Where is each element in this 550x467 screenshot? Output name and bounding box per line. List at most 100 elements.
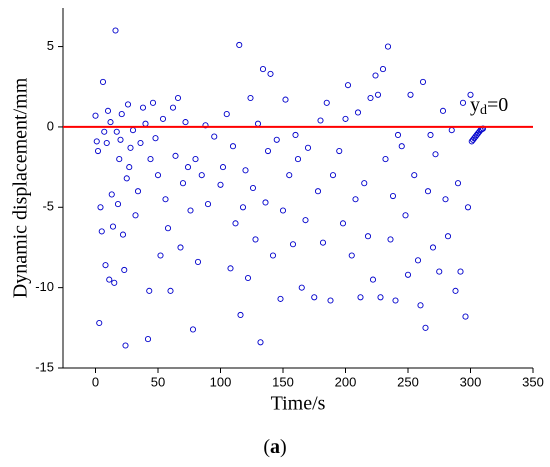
point <box>398 143 405 150</box>
point <box>237 311 244 319</box>
annotation-base: y <box>470 94 480 116</box>
point <box>169 104 177 111</box>
point <box>361 180 368 187</box>
point <box>289 241 297 248</box>
point <box>112 27 119 34</box>
point <box>132 212 139 219</box>
annotation: yd=0 <box>470 94 508 119</box>
point <box>339 220 347 227</box>
point <box>369 276 377 283</box>
point <box>277 295 284 302</box>
point <box>254 120 262 127</box>
point <box>286 172 293 179</box>
point <box>92 112 99 119</box>
point <box>379 66 387 73</box>
point <box>417 302 424 309</box>
point <box>304 144 312 151</box>
point <box>424 188 432 195</box>
point <box>127 144 134 151</box>
point <box>94 147 102 155</box>
point <box>269 252 277 259</box>
point <box>152 135 159 142</box>
point <box>149 99 157 106</box>
point <box>444 233 452 240</box>
point <box>404 271 412 278</box>
point <box>162 196 169 203</box>
y-tick-label: 5 <box>47 38 54 53</box>
point <box>352 196 359 203</box>
point <box>217 181 224 188</box>
point <box>436 268 443 275</box>
point <box>336 147 343 155</box>
x-tick-label: 250 <box>397 374 419 389</box>
point <box>327 297 334 304</box>
point <box>279 207 287 214</box>
point <box>106 276 113 283</box>
point <box>367 94 374 102</box>
point <box>389 192 397 200</box>
point <box>107 119 114 126</box>
point <box>111 279 118 286</box>
point <box>259 66 267 73</box>
point <box>442 196 449 203</box>
point <box>464 204 472 211</box>
point <box>432 151 439 158</box>
point <box>317 117 324 124</box>
point <box>342 115 349 122</box>
point <box>262 199 269 206</box>
point <box>97 204 104 211</box>
point <box>144 336 152 343</box>
point <box>167 287 174 294</box>
point <box>467 91 474 98</box>
x-tick-label: 350 <box>522 374 544 389</box>
annotation-suffix: =0 <box>487 94 508 116</box>
point <box>294 156 302 163</box>
x-tick-label: 300 <box>460 374 482 389</box>
point <box>108 191 115 198</box>
point <box>129 127 137 134</box>
point <box>292 131 299 139</box>
point <box>357 294 364 301</box>
point <box>157 252 164 259</box>
point <box>194 258 202 265</box>
point <box>344 82 352 89</box>
point <box>247 94 254 102</box>
point <box>189 326 197 333</box>
point <box>174 94 182 102</box>
point <box>252 236 259 243</box>
point <box>124 101 132 108</box>
point <box>242 167 249 174</box>
y-tick-label: -5 <box>42 199 54 214</box>
point <box>323 99 330 106</box>
point <box>142 120 149 127</box>
x-tick-label: 200 <box>335 374 357 389</box>
point <box>102 262 109 269</box>
point <box>462 313 469 320</box>
point <box>236 41 243 49</box>
point <box>187 207 194 214</box>
point <box>116 156 123 163</box>
point <box>113 128 120 135</box>
point <box>227 265 234 272</box>
x-tick-label: 50 <box>151 374 165 389</box>
point <box>109 223 117 230</box>
point <box>137 139 144 147</box>
point <box>364 233 372 240</box>
point <box>372 72 379 79</box>
point <box>382 156 389 163</box>
point <box>414 257 422 264</box>
point <box>411 172 418 179</box>
point <box>119 231 127 238</box>
point <box>454 180 462 187</box>
caption-close: ) <box>280 436 287 458</box>
point <box>211 133 218 140</box>
point <box>118 111 125 118</box>
point <box>104 107 112 114</box>
point <box>384 43 392 50</box>
y-tick-label: -15 <box>35 359 54 374</box>
point <box>422 324 429 331</box>
point <box>229 143 237 150</box>
point <box>182 119 189 126</box>
point <box>407 91 414 98</box>
